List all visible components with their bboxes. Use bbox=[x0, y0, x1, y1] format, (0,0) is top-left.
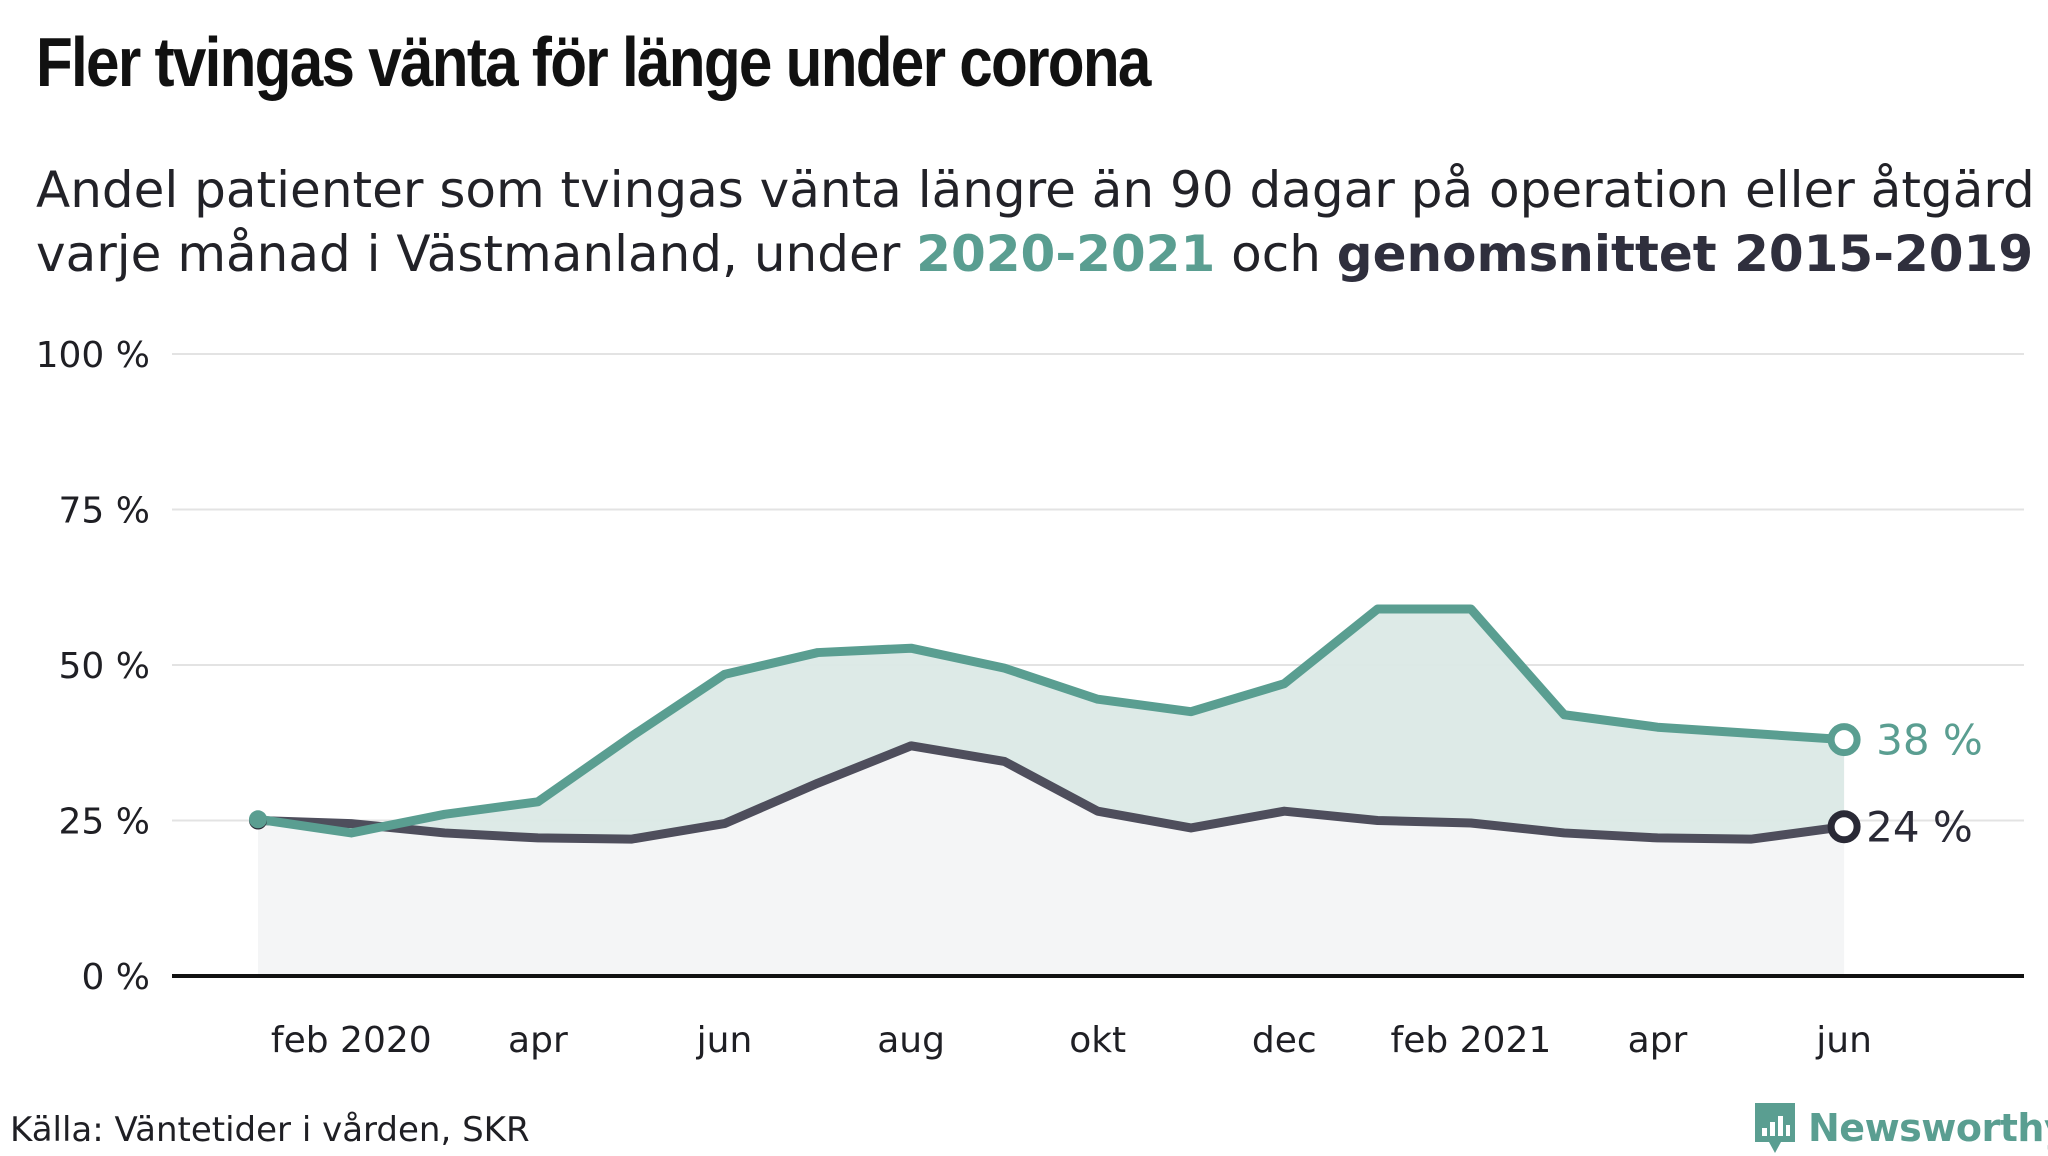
series-average-line bbox=[253, 741, 1849, 844]
y-tick-label: 50 % bbox=[59, 646, 150, 687]
subtitle-series-a-label: 2020-2021 bbox=[916, 225, 1216, 283]
x-tick-label: feb 2021 bbox=[1391, 1020, 1552, 1061]
y-tick-label: 25 % bbox=[59, 802, 150, 843]
baseline-area bbox=[258, 745, 1845, 976]
subtitle-line2-prefix: varje månad i Västmanland, under bbox=[36, 225, 917, 283]
series-2020-2021-end-label: 38 % bbox=[1876, 716, 1983, 765]
x-tick-label: apr bbox=[508, 1020, 568, 1061]
x-tick-label: apr bbox=[1628, 1020, 1688, 1061]
series-2020-2021-start-point bbox=[249, 810, 267, 829]
x-tick-label: dec bbox=[1252, 1020, 1317, 1061]
y-tick-label: 100 % bbox=[36, 335, 150, 376]
series-2020-2021-end-marker bbox=[1827, 723, 1861, 757]
brand: Newsworthy bbox=[1752, 1100, 2048, 1156]
subtitle-line1: Andel patienter som tvingas vänta längre… bbox=[36, 161, 2035, 219]
chart-subtitle: Andel patienter som tvingas vänta längre… bbox=[36, 158, 2036, 286]
x-tick-label: aug bbox=[877, 1020, 945, 1061]
x-tick-label: okt bbox=[1069, 1020, 1126, 1061]
x-tick-label: feb 2020 bbox=[271, 1020, 432, 1061]
difference-band bbox=[258, 609, 1845, 840]
series-average-end-label: 24 % bbox=[1866, 803, 1973, 852]
subtitle-middle: och bbox=[1215, 225, 1337, 283]
series-average-end-marker bbox=[1827, 810, 1861, 844]
y-tick-label: 0 % bbox=[81, 957, 150, 998]
chart-title: Fler tvingas vänta för länge under coron… bbox=[36, 23, 1151, 101]
series-2020-2021-line bbox=[253, 604, 1849, 838]
x-tick-label: jun bbox=[1815, 1020, 1872, 1061]
x-tick-label: jun bbox=[696, 1020, 753, 1061]
source-note: Källa: Väntetider i vården, SKR bbox=[10, 1110, 530, 1150]
brand-name: Newsworthy bbox=[1808, 1106, 2048, 1150]
line-chart: 0 % 25 % 50 % 75 % 100 % 38 % 24 % feb 2020 apr j… bbox=[36, 335, 2024, 1061]
subtitle-series-b-label: genomsnittet 2015-2019 bbox=[1336, 225, 2034, 283]
newsworthy-logo-icon bbox=[1755, 1103, 1795, 1153]
y-tick-label: 75 % bbox=[59, 491, 150, 532]
